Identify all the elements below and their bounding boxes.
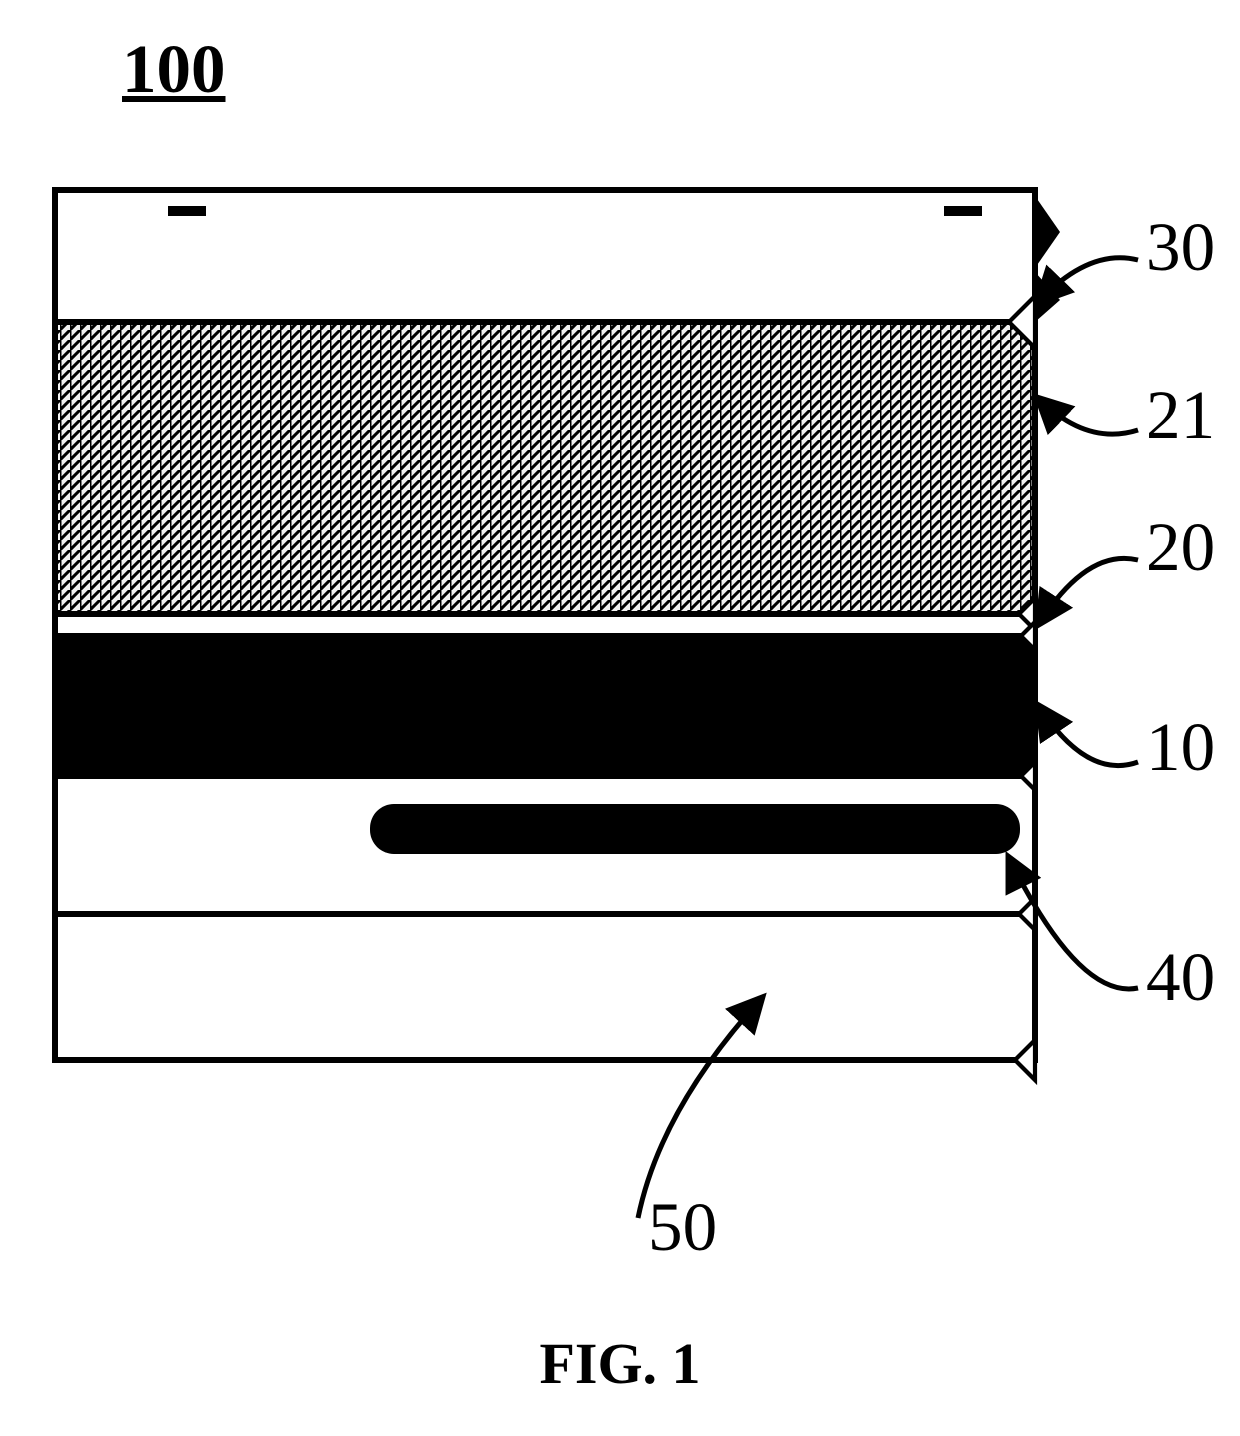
- leader-30: [1040, 258, 1138, 300]
- layer-21: [55, 322, 1035, 614]
- layer-stack-diagram: 30 21 20 10 40 50: [0, 0, 1240, 1300]
- label-21: 21: [1146, 376, 1215, 453]
- page: 100 302120104050 FIG. 1: [0, 0, 1240, 1436]
- label-40: 40: [1146, 938, 1215, 1015]
- leader-21: [1040, 400, 1138, 434]
- layer-10: [55, 636, 1035, 776]
- layer-20-gap: [55, 614, 1035, 636]
- top-inner-mark-0: [168, 206, 206, 216]
- top-inner-mark-1: [944, 206, 982, 216]
- layer-40-region-inset: [370, 804, 1020, 854]
- leader-20: [1040, 558, 1138, 622]
- label-50: 50: [648, 1188, 717, 1265]
- label-30: 30: [1146, 208, 1215, 285]
- label-10: 10: [1146, 708, 1215, 785]
- label-20: 20: [1146, 508, 1215, 585]
- right-edge-wedge-1: [1035, 272, 1060, 322]
- leader-10: [1040, 708, 1138, 766]
- layer-50: [55, 914, 1035, 1060]
- right-edge-wedge-0: [1035, 196, 1060, 268]
- figure-caption: FIG. 1: [0, 1330, 1240, 1397]
